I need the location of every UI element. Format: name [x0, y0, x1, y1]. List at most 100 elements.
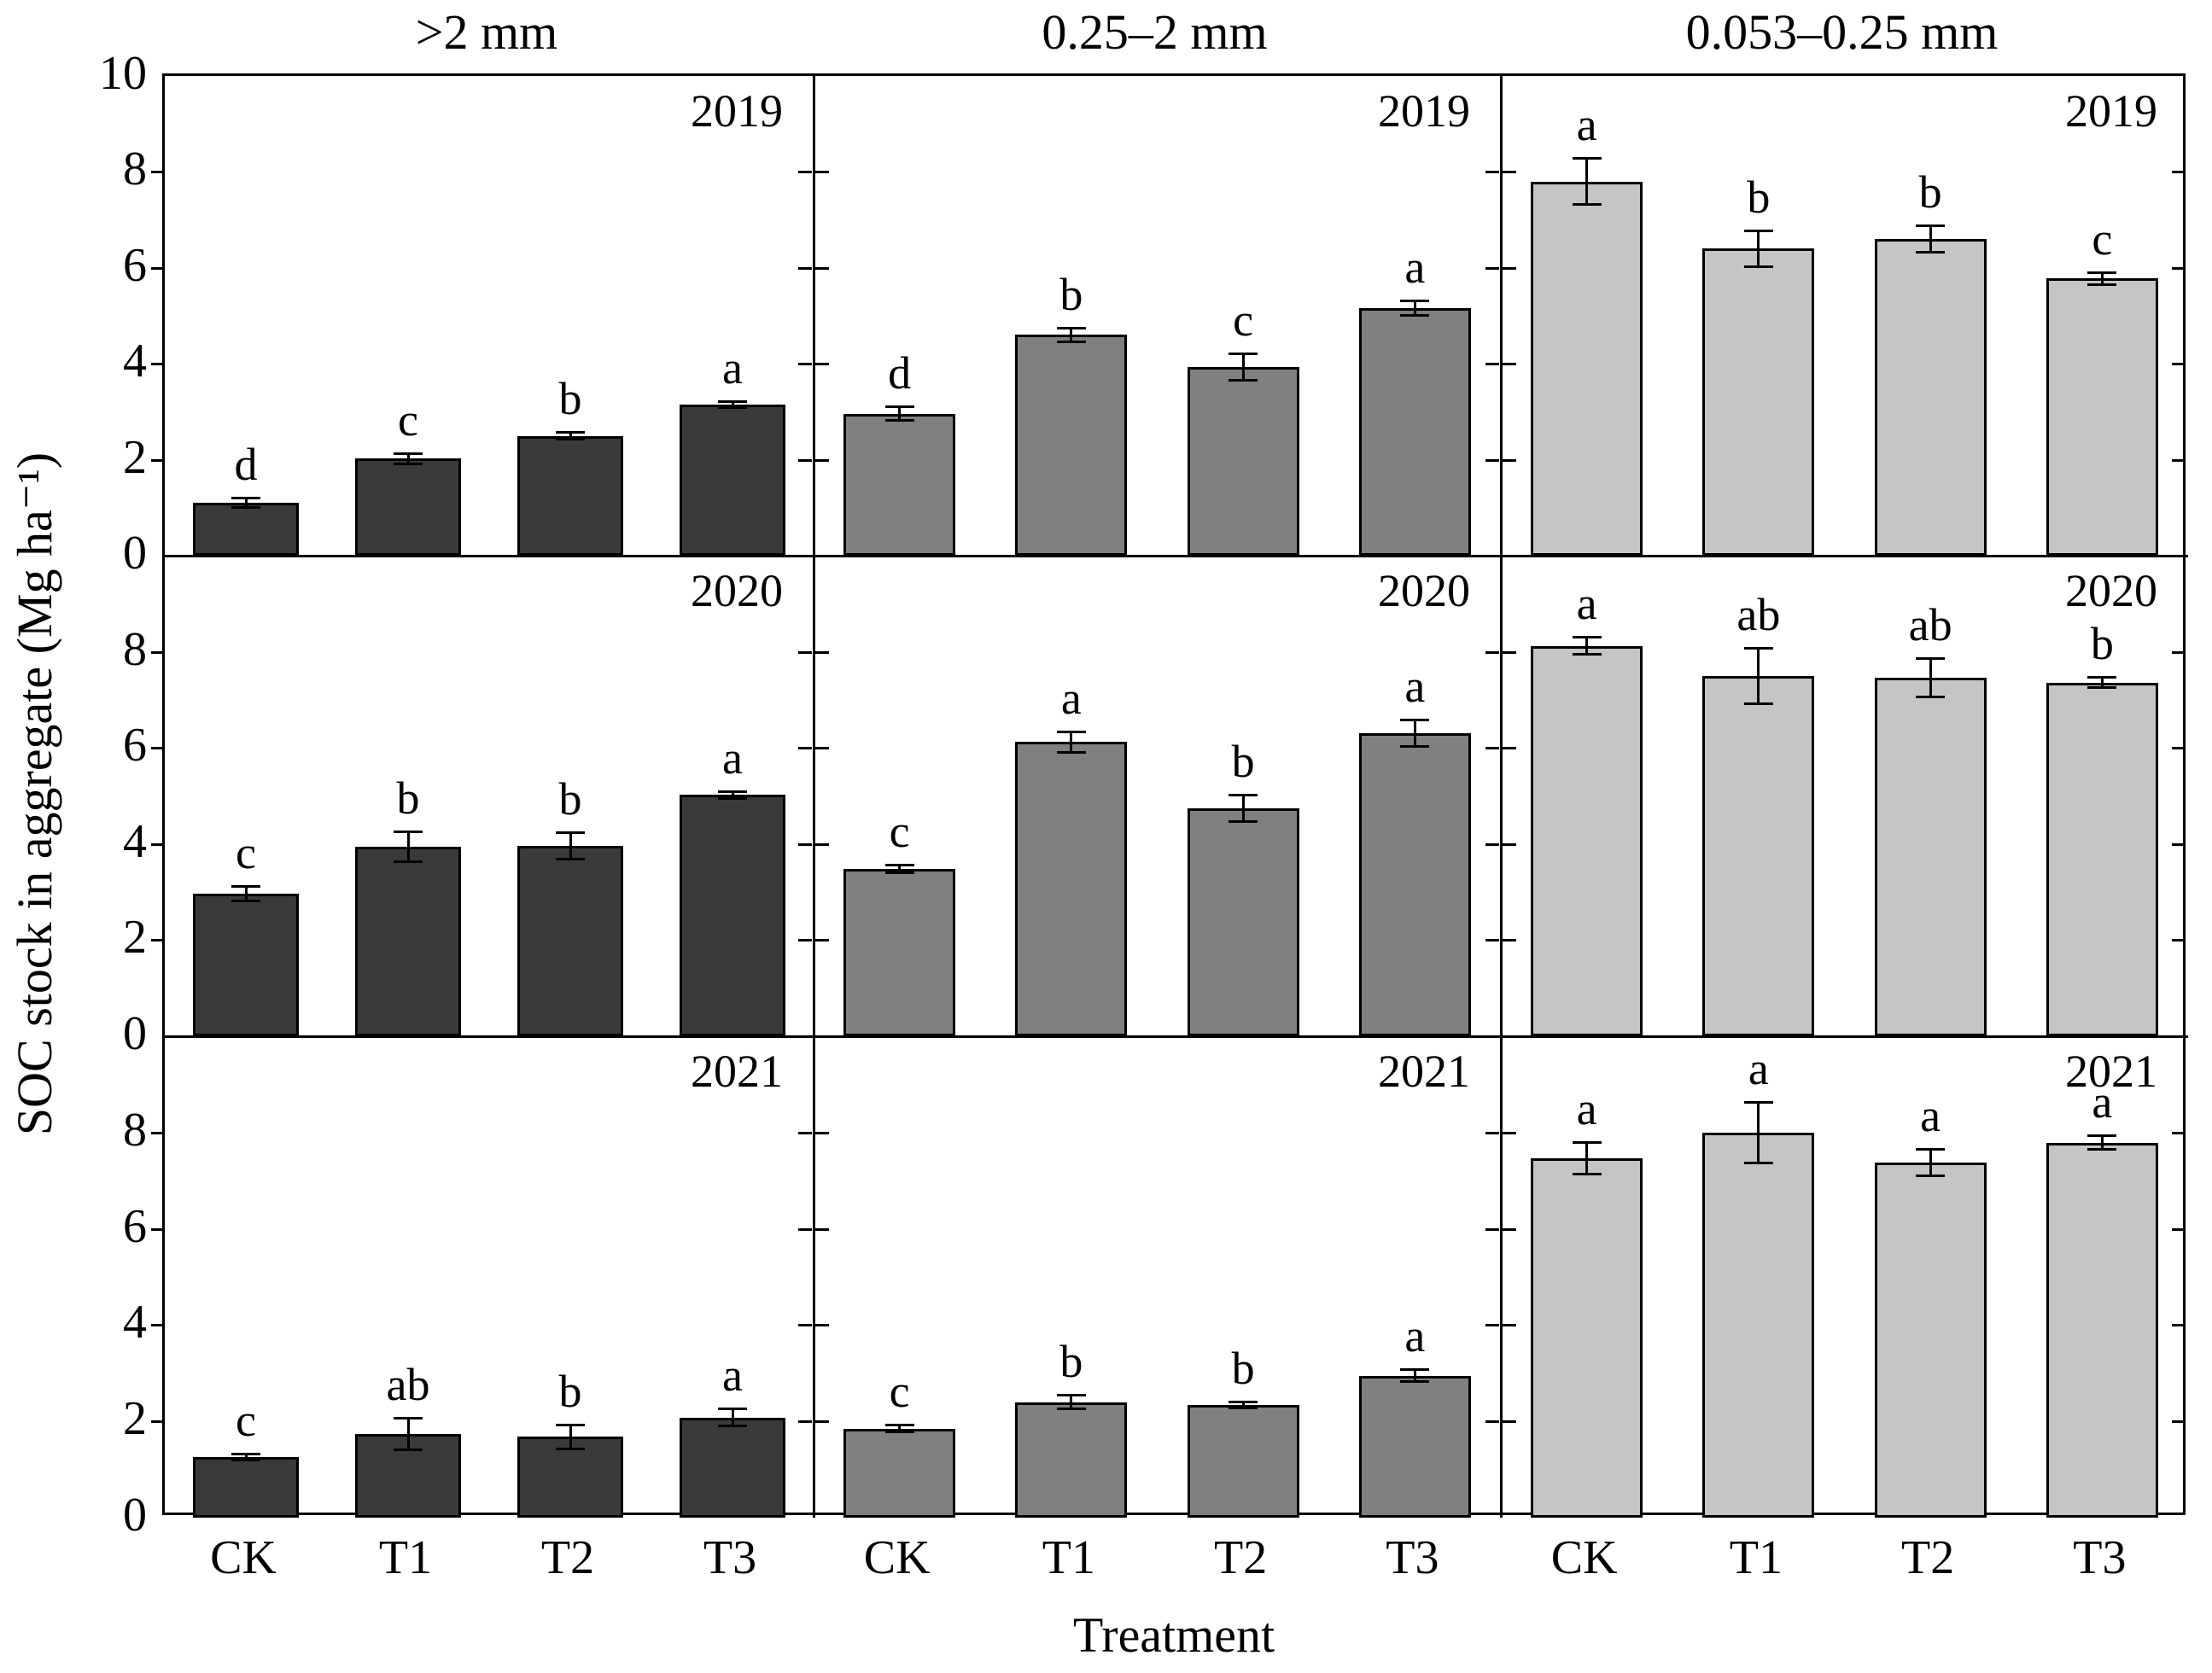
tick-mark	[2172, 650, 2186, 654]
sig-letter: d	[234, 439, 258, 491]
y-tick-label: 0	[123, 1489, 147, 1542]
tick-mark	[1485, 842, 1499, 846]
error-bar-cap	[718, 790, 747, 793]
bar-2020-0p053-0p25mm-T3	[2046, 682, 2158, 1036]
error-bar-cap	[1743, 646, 1773, 650]
error-bar-cap	[231, 899, 260, 902]
error-bar	[2100, 1136, 2104, 1149]
year-label-2020-0p25-2mm: 2020	[1378, 565, 1470, 616]
x-tick-label-T2: T2	[1901, 1531, 1955, 1584]
tick-mark	[1503, 266, 1516, 270]
bar-2020-0p053-0p25mm-CK	[1531, 645, 1643, 1036]
sig-letter: a	[1920, 1089, 1941, 1141]
error-bar-cap	[1229, 819, 1258, 823]
error-bar	[1585, 160, 1589, 203]
tick-mark	[2172, 266, 2186, 270]
sig-letter: a	[1576, 1083, 1597, 1135]
tick-mark	[2172, 363, 2186, 366]
error-bar-cap	[556, 858, 585, 861]
error-bar-cap	[1743, 1161, 1773, 1164]
error-bar-cap	[1400, 1380, 1430, 1384]
bar-2019-gt-2mm-T1	[355, 458, 461, 556]
error-bar	[1070, 1396, 1073, 1408]
error-bar-cap	[231, 1452, 260, 1455]
x-tick-label-T3: T3	[2073, 1531, 2127, 1584]
bar-2021-gt-2mm-T3	[680, 1417, 785, 1518]
error-bar-cap	[1572, 636, 1602, 639]
sig-letter: b	[1059, 1335, 1083, 1387]
y-tick-label: 0	[123, 1007, 147, 1060]
error-bar-cap	[1916, 656, 1946, 660]
error-bar-cap	[1572, 202, 1602, 206]
tick-mark	[798, 747, 812, 750]
error-bar-cap	[1229, 1407, 1258, 1410]
bar-2019-0p25-2mm-T3	[1358, 308, 1471, 556]
sig-letter: b	[558, 1365, 582, 1417]
x-tick-label-T3: T3	[703, 1531, 757, 1584]
panel-2019-0p053-0p25mm: 2019 a b b c	[1501, 76, 2188, 556]
tick-mark	[815, 458, 829, 462]
bar-2020-0p053-0p25mm-T2	[1874, 678, 1987, 1036]
tick-mark	[1485, 650, 1499, 654]
error-bar-cap	[884, 871, 914, 874]
y-tick-label: 2	[123, 1392, 147, 1446]
bar-2021-0p053-0p25mm-T2	[1874, 1162, 1987, 1518]
sig-letter: ab	[1908, 598, 1952, 650]
tick-mark	[1485, 458, 1499, 462]
tick-mark	[1485, 1420, 1499, 1424]
bar-2020-0p25-2mm-T2	[1187, 807, 1299, 1036]
error-bar-cap	[718, 406, 747, 410]
sig-letter: ab	[386, 1358, 430, 1410]
tick-mark	[1485, 1324, 1499, 1327]
tick-mark	[798, 171, 812, 174]
tick-mark	[2172, 939, 2186, 942]
error-bar-cap	[1400, 299, 1430, 302]
year-label-2021-0p053-0p25mm: 2021	[2065, 1046, 2157, 1097]
error-bar	[1070, 733, 1073, 751]
error-bar	[244, 888, 248, 900]
bar-2019-0p25-2mm-T1	[1015, 335, 1128, 556]
error-bar	[1929, 227, 1932, 252]
panel-2021-0p25-2mm: 2021 c b b a	[814, 1036, 1501, 1518]
bar-2019-gt-2mm-T3	[680, 404, 785, 556]
sig-letter: a	[1748, 1042, 1769, 1094]
tick-mark	[151, 1324, 165, 1327]
panel-2019-gt-2mm: 2019 d c b a	[165, 76, 814, 556]
error-bar-cap	[884, 864, 914, 867]
error-bar-cap	[2087, 271, 2117, 274]
error-bar-cap	[231, 506, 260, 510]
tick-mark	[151, 171, 165, 174]
error-bar-cap	[1743, 1100, 1773, 1104]
tick-mark	[151, 363, 165, 366]
panel-divider-horizontal	[165, 1035, 2188, 1038]
tick-mark	[151, 650, 165, 654]
tick-mark	[1503, 939, 1516, 942]
error-bar-cap	[394, 1448, 423, 1451]
sig-letter: a	[2092, 1076, 2113, 1128]
bar-2021-0p25-2mm-CK	[843, 1428, 956, 1518]
bar-2021-0p053-0p25mm-T3	[2046, 1142, 2158, 1518]
bar-2020-gt-2mm-T3	[680, 795, 785, 1036]
error-bar	[2100, 679, 2104, 687]
tick-mark	[1485, 939, 1499, 942]
tick-mark	[1503, 1131, 1516, 1134]
bar-2021-0p25-2mm-T1	[1015, 1402, 1128, 1518]
sig-letter: b	[396, 772, 420, 825]
error-bar-cap	[1229, 1400, 1258, 1403]
x-tick-label-T1: T1	[378, 1531, 433, 1584]
panel-divider-horizontal	[165, 555, 2188, 557]
error-bar	[731, 1410, 734, 1425]
tick-mark	[2172, 171, 2186, 174]
error-bar	[569, 433, 572, 439]
error-bar-cap	[884, 419, 914, 423]
x-tick-label-T2: T2	[540, 1531, 595, 1584]
error-bar-cap	[718, 1425, 747, 1428]
error-bar	[1241, 796, 1245, 820]
error-bar-cap	[394, 452, 423, 455]
tick-mark	[815, 1420, 829, 1424]
sig-letter: c	[889, 806, 910, 858]
error-bar	[406, 1419, 410, 1449]
x-tick-label-CK: CK	[210, 1531, 277, 1584]
error-bar-cap	[556, 430, 585, 434]
